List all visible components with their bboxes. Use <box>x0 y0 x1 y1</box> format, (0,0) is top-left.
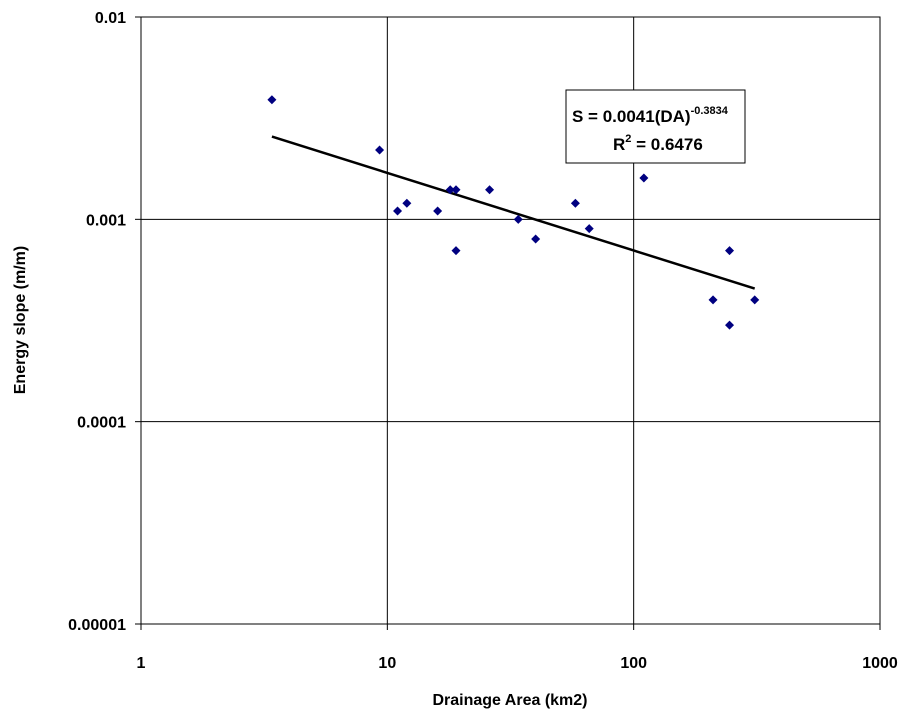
data-point <box>402 198 412 208</box>
data-point <box>485 185 495 195</box>
data-point <box>584 224 594 234</box>
data-point <box>725 320 735 330</box>
data-point <box>513 214 523 224</box>
x-axis-title: Drainage Area (km2) <box>432 692 587 709</box>
equation-line-2: R2 = 0.6476 <box>613 133 703 154</box>
plot-area-border <box>140 16 881 625</box>
data-point <box>708 295 718 305</box>
x-tick-label: 1 <box>137 655 146 672</box>
data-point <box>393 206 403 216</box>
equation-exponent: -0.3834 <box>691 105 729 117</box>
data-point <box>451 185 461 195</box>
data-point <box>375 145 385 155</box>
data-points <box>267 95 760 330</box>
r-squared-superscript: 2 <box>625 133 631 145</box>
x-tick-labels: 1 10 100 1000 <box>137 624 898 672</box>
data-point <box>725 246 735 256</box>
r-squared-value: = 0.6476 <box>631 135 702 154</box>
data-point <box>639 173 649 183</box>
data-point <box>451 246 461 256</box>
trendline <box>271 135 756 290</box>
y-tick-label: 0.00001 <box>68 617 126 634</box>
y-tick-label: 0.001 <box>86 212 126 229</box>
equation-formula: S = 0.0041(DA) <box>572 107 691 126</box>
y-axis-title: Energy slope (m/m) <box>12 246 29 394</box>
x-tick-label: 100 <box>620 655 647 672</box>
equation-box: S = 0.0041(DA)-0.3834 R2 = 0.6476 <box>565 89 746 164</box>
y-tick-labels: 0.00001 0.0001 0.001 0.01 <box>68 10 141 634</box>
data-point <box>531 234 541 244</box>
y-tick-label: 0.01 <box>95 10 126 27</box>
data-point <box>267 95 277 105</box>
equation-box-border <box>565 89 746 164</box>
r-squared-label: R <box>613 135 625 154</box>
data-point <box>750 295 760 305</box>
data-point <box>433 206 443 216</box>
y-tick-label: 0.0001 <box>77 415 126 432</box>
data-point <box>445 185 455 195</box>
equation-line-1: S = 0.0041(DA)-0.3834 <box>572 105 729 126</box>
x-tick-label: 10 <box>378 655 396 672</box>
data-point <box>570 198 580 208</box>
x-tick-label: 1000 <box>862 655 898 672</box>
